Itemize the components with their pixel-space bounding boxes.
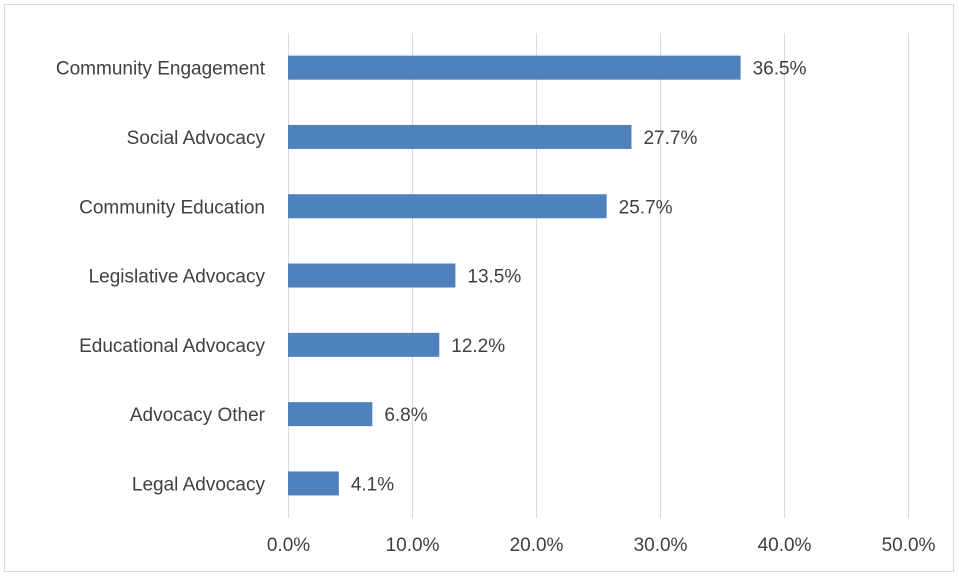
bar (288, 194, 607, 219)
bar (288, 263, 456, 288)
gridlines (288, 33, 909, 518)
value-label: 4.1% (351, 474, 394, 495)
chart-frame (4, 4, 954, 572)
value-label: 27.7% (643, 128, 697, 149)
x-tick-label: 0.0% (267, 535, 310, 556)
value-label: 36.5% (753, 59, 807, 80)
category-label: Advocacy Other (130, 405, 266, 426)
bar (288, 55, 741, 80)
category-label: Community Engagement (56, 59, 266, 80)
category-label: Legislative Advocacy (89, 267, 266, 288)
x-tick-label: 40.0% (758, 535, 812, 556)
x-tick-label: 50.0% (882, 535, 936, 556)
value-labels: 36.5% 27.7% 25.7% 13.5% 12.2% 6.8% 4.1% (351, 59, 807, 496)
x-tick-label: 30.0% (634, 535, 688, 556)
value-label: 6.8% (384, 405, 427, 426)
bar (288, 471, 339, 496)
category-label: Community Education (79, 197, 265, 218)
bar (288, 124, 632, 149)
value-label: 25.7% (619, 197, 673, 218)
bars (288, 55, 741, 496)
category-labels: Community Engagement Social Advocacy Commu… (56, 59, 266, 496)
category-label: Legal Advocacy (132, 474, 266, 495)
x-tick-label: 10.0% (386, 535, 440, 556)
category-label: Social Advocacy (127, 128, 266, 149)
value-label: 12.2% (451, 336, 505, 357)
category-label: Educational Advocacy (79, 336, 265, 357)
x-tick-labels: 0.0% 10.0% 20.0% 30.0% 40.0% 50.0% (267, 535, 936, 556)
x-tick-label: 20.0% (510, 535, 564, 556)
bar (288, 402, 373, 427)
value-label: 13.5% (467, 267, 521, 288)
bar (288, 332, 440, 357)
